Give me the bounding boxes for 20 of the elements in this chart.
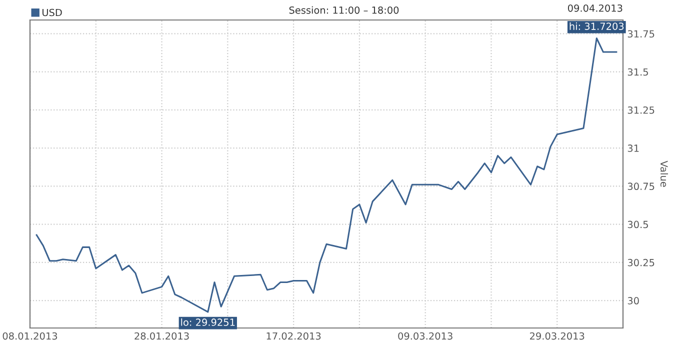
y-tick-label: 30 xyxy=(628,297,639,304)
annotation: hi: 31.7203 xyxy=(570,22,624,30)
y-tick-label: 31.5 xyxy=(628,68,648,76)
y-axis-title: Value xyxy=(660,160,668,187)
y-tick-label: 31.75 xyxy=(628,30,654,38)
line-series xyxy=(36,37,618,313)
legend-label: USD xyxy=(42,8,62,16)
x-tick-label: 17.02.2013 xyxy=(266,332,321,340)
x-tick-label: 28.01.2013 xyxy=(134,332,189,340)
annotation: lo: 29.9251 xyxy=(181,318,235,326)
chart-title: Session: 11:00 – 18:00 xyxy=(289,6,399,14)
x-tick-label: 09.03.2013 xyxy=(398,332,452,340)
y-tick-label: 30.5 xyxy=(628,220,648,228)
text: 09.04.2013 xyxy=(568,4,622,12)
y-tick-label: 30.75 xyxy=(628,182,654,190)
y-tick-label: 31.25 xyxy=(628,106,654,114)
y-tick-label: 31 xyxy=(628,144,639,152)
x-tick-label: 29.03.2013 xyxy=(530,332,584,340)
y-tick-label: 30.25 xyxy=(628,258,654,266)
x-tick-label: 08.01.2013 xyxy=(2,332,58,340)
